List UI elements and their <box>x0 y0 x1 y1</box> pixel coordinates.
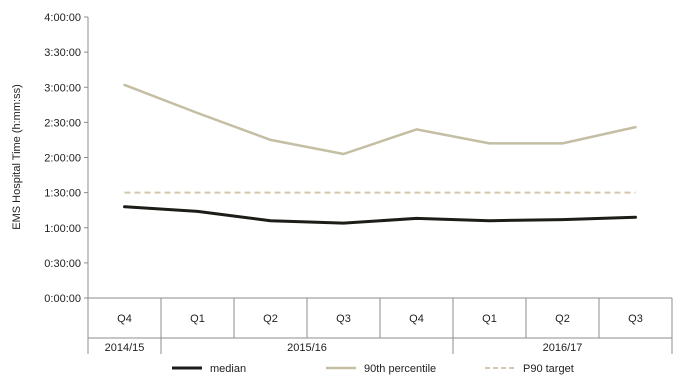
y-axis-ticks: 0:00:00 0:30:00 1:00:00 1:30:00 2:00:00 2:30:… <box>44 12 88 305</box>
axes <box>87 17 673 354</box>
x-group-label: 2014/15 <box>105 342 145 354</box>
x-tick-label: Q2 <box>263 313 278 325</box>
y-tick-label: 3:00:00 <box>44 82 81 94</box>
series-lines <box>123 83 637 225</box>
x-tick-label: Q2 <box>555 313 570 325</box>
x-tick-label: Q4 <box>409 313 424 325</box>
y-tick-label: 1:30:00 <box>44 188 81 200</box>
x-tick-label: Q1 <box>190 313 205 325</box>
legend-label: median <box>210 363 246 375</box>
y-tick-label: 2:30:00 <box>44 117 81 129</box>
x-axis-ticks: Q4 Q1 Q2 Q3 Q4 Q1 Q2 Q3 2014/15 2015/16 2016/17 <box>105 313 643 354</box>
legend-label: P90 target <box>523 363 574 375</box>
y-tick-label: 0:00:00 <box>44 293 81 305</box>
x-group-label: 2016/17 <box>543 342 583 354</box>
series-line-median <box>123 205 637 225</box>
legend: median 90th percentile P90 target <box>172 363 574 375</box>
y-tick-label: 0:30:00 <box>44 258 81 270</box>
y-tick-label: 4:00:00 <box>44 12 81 24</box>
x-group-label: 2015/16 <box>287 342 327 354</box>
y-axis-label: EMS Hospital Time (h:mm:ss) <box>11 84 23 229</box>
x-tick-label: Q4 <box>117 313 132 325</box>
y-tick-label: 1:00:00 <box>44 223 81 235</box>
x-tick-label: Q3 <box>628 313 643 325</box>
legend-label: 90th percentile <box>364 363 436 375</box>
x-tick-label: Q1 <box>482 313 497 325</box>
y-tick-label: 2:00:00 <box>44 153 81 165</box>
x-tick-label: Q3 <box>336 313 351 325</box>
y-tick-label: 3:30:00 <box>44 47 81 59</box>
series-line-90th-percentile <box>123 83 637 156</box>
